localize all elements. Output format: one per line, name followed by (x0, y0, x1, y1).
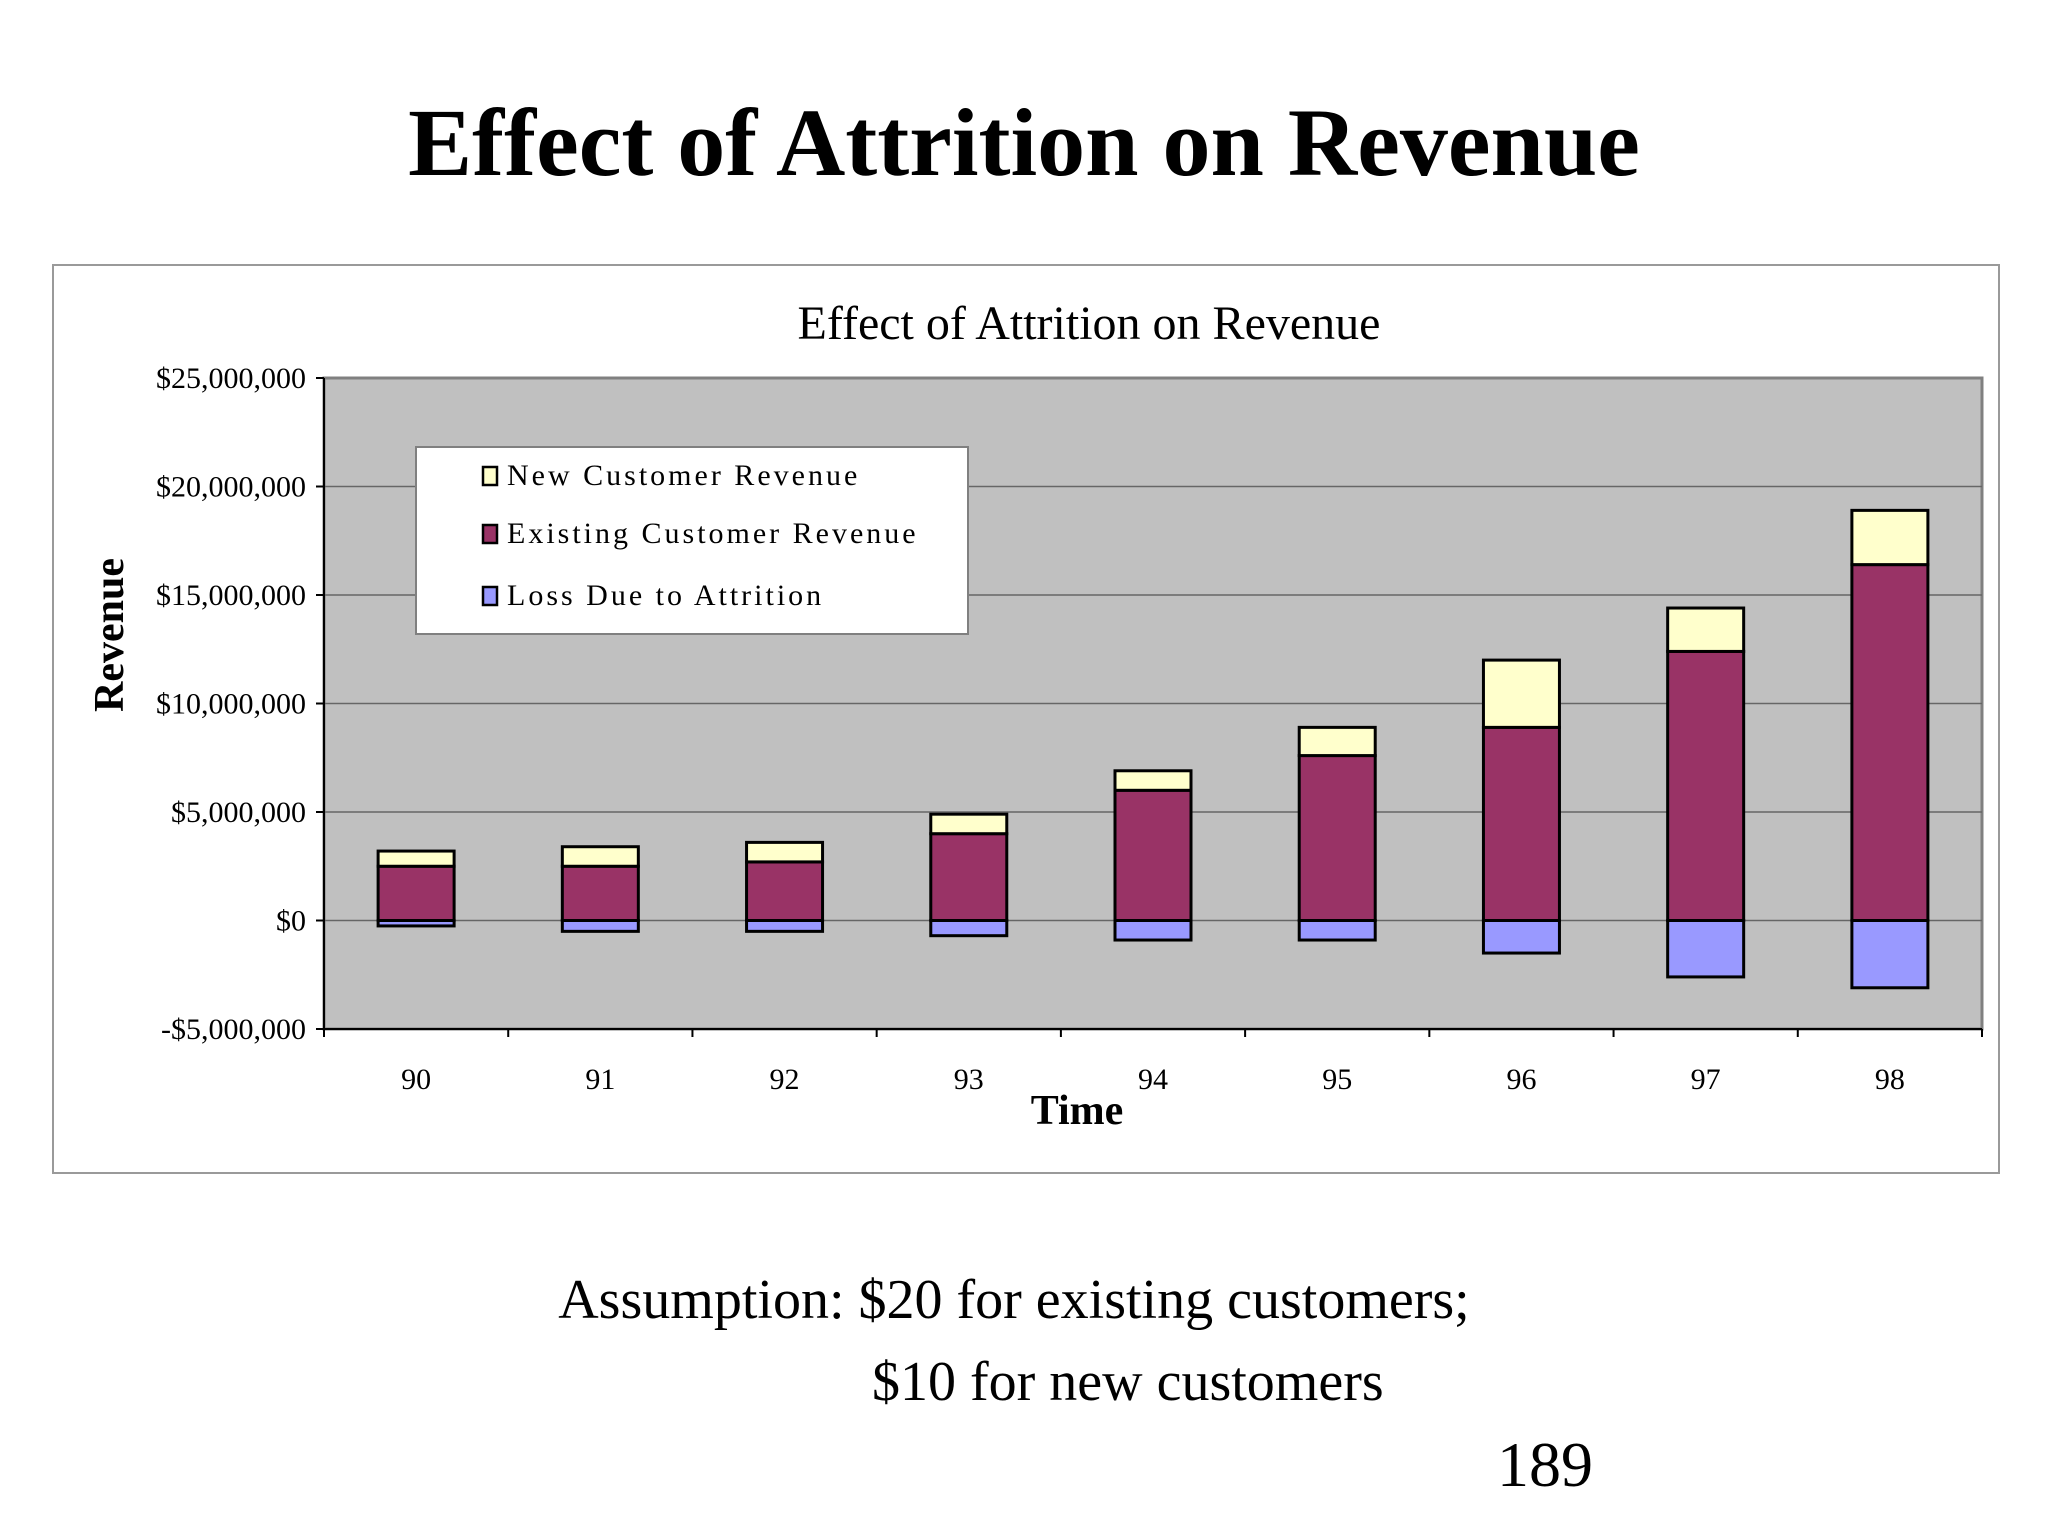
legend-swatch (481, 465, 499, 487)
bar-loss-due-to-attrition (1666, 919, 1746, 979)
bar-new-customer-revenue (745, 840, 825, 864)
bar-existing-customer-revenue (929, 832, 1009, 923)
x-tick-label: 91 (585, 1063, 615, 1096)
y-tick-label: $15,000,000 (156, 579, 306, 612)
bar-new-customer-revenue (560, 845, 640, 868)
bar-existing-customer-revenue (376, 864, 456, 922)
legend-label: Existing Customer Revenue (507, 517, 919, 550)
x-tick-label: 93 (954, 1063, 984, 1096)
y-tick-label: -$5,000,000 (161, 1013, 306, 1046)
bar-new-customer-revenue (929, 812, 1009, 836)
bar-loss-due-to-attrition (1113, 919, 1193, 942)
bar-loss-due-to-attrition (1481, 919, 1561, 955)
bar-new-customer-revenue (1481, 658, 1561, 729)
y-axis-ticks: $25,000,000 $20,000,000 $15,000,000 $10,000… (156, 362, 324, 1046)
bar-existing-customer-revenue (560, 864, 640, 922)
bar-loss-due-to-attrition (745, 919, 825, 933)
x-tick-label: 90 (401, 1063, 431, 1096)
x-tick-label: 96 (1506, 1063, 1536, 1096)
assumption-caption: Assumption: $20 for existing customers; (558, 1269, 1470, 1331)
bar-new-customer-revenue (1850, 508, 1930, 567)
chart-title: Effect of Attrition on Revenue (798, 297, 1381, 350)
revenue-chart: Effect of Attrition on Revenue $25,000,0… (87, 297, 1984, 1134)
assumption-caption-continued: $10 for new customers (872, 1351, 1384, 1413)
page-number: 189 (1497, 1429, 1593, 1500)
y-tick-label: $25,000,000 (156, 362, 306, 395)
bar-loss-due-to-attrition (1850, 919, 1930, 990)
x-tick-label: 95 (1322, 1063, 1352, 1096)
bar-loss-due-to-attrition (1297, 919, 1377, 942)
bar-new-customer-revenue (1666, 606, 1746, 653)
bar-existing-customer-revenue (1666, 649, 1746, 922)
bar-loss-due-to-attrition (560, 919, 640, 933)
y-tick-label: $5,000,000 (171, 796, 306, 829)
bar-existing-customer-revenue (1850, 563, 1930, 922)
bar-new-customer-revenue (376, 849, 456, 868)
bar-loss-due-to-attrition (929, 919, 1009, 938)
x-axis-label: Time (1031, 1088, 1124, 1134)
x-tick-label: 94 (1138, 1063, 1168, 1096)
x-axis-ticks: 90 91 92 93 94 95 96 97 98 (323, 1029, 1983, 1096)
legend-swatch (481, 585, 499, 607)
x-tick-label: 98 (1875, 1063, 1905, 1096)
y-tick-label: $0 (276, 905, 306, 938)
bars (376, 508, 1930, 990)
legend-label: Loss Due to Attrition (507, 579, 824, 612)
x-tick-label: 92 (770, 1063, 800, 1096)
bar-existing-customer-revenue (745, 860, 825, 922)
y-tick-label: $10,000,000 (156, 688, 306, 721)
bar-existing-customer-revenue (1113, 788, 1193, 922)
legend-swatch (481, 523, 499, 545)
chart-legend: New Customer Revenue Existing Customer Re… (415, 446, 969, 635)
legend-label: New Customer Revenue (507, 459, 860, 492)
y-tick-label: $20,000,000 (156, 471, 306, 504)
bar-existing-customer-revenue (1297, 754, 1377, 922)
x-tick-label: 97 (1691, 1063, 1721, 1096)
bar-new-customer-revenue (1113, 769, 1193, 792)
bar-existing-customer-revenue (1481, 725, 1561, 922)
legend-box (415, 446, 969, 635)
slide-title: Effect of Attrition on Revenue (408, 89, 1640, 196)
y-axis-label: Revenue (87, 558, 133, 712)
bar-loss-due-to-attrition (376, 919, 456, 928)
bar-new-customer-revenue (1297, 725, 1377, 758)
